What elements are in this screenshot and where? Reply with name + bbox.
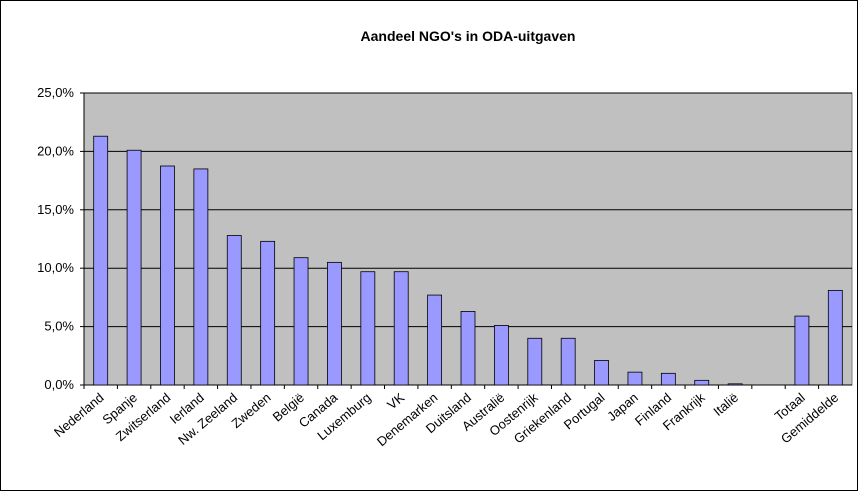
y-tick-label: 25,0% <box>37 85 74 100</box>
bar <box>527 337 543 386</box>
y-tick-label: 15,0% <box>37 202 74 217</box>
bar <box>360 271 376 386</box>
bar <box>393 271 409 386</box>
bar <box>827 289 843 386</box>
bar <box>193 168 209 386</box>
bar <box>93 135 109 386</box>
y-tick-label: 20,0% <box>37 143 74 158</box>
bar <box>126 149 142 386</box>
bar <box>460 311 476 386</box>
chart-title: Aandeel NGO's in ODA-uitgaven <box>361 28 576 44</box>
y-tick-label: 10,0% <box>37 260 74 275</box>
bar <box>727 383 743 386</box>
bar <box>327 261 342 386</box>
bar <box>226 235 242 386</box>
bar <box>160 165 175 386</box>
bar <box>260 240 276 386</box>
bar <box>627 371 643 386</box>
y-tick-label: 5,0% <box>44 319 74 334</box>
bar <box>427 294 443 386</box>
bar <box>660 372 676 386</box>
bar <box>694 379 710 386</box>
bar <box>293 257 309 386</box>
bar <box>560 337 576 386</box>
bar <box>493 325 509 386</box>
y-tick-label: 0,0% <box>44 377 74 392</box>
bar <box>794 315 810 386</box>
bar <box>594 360 609 386</box>
